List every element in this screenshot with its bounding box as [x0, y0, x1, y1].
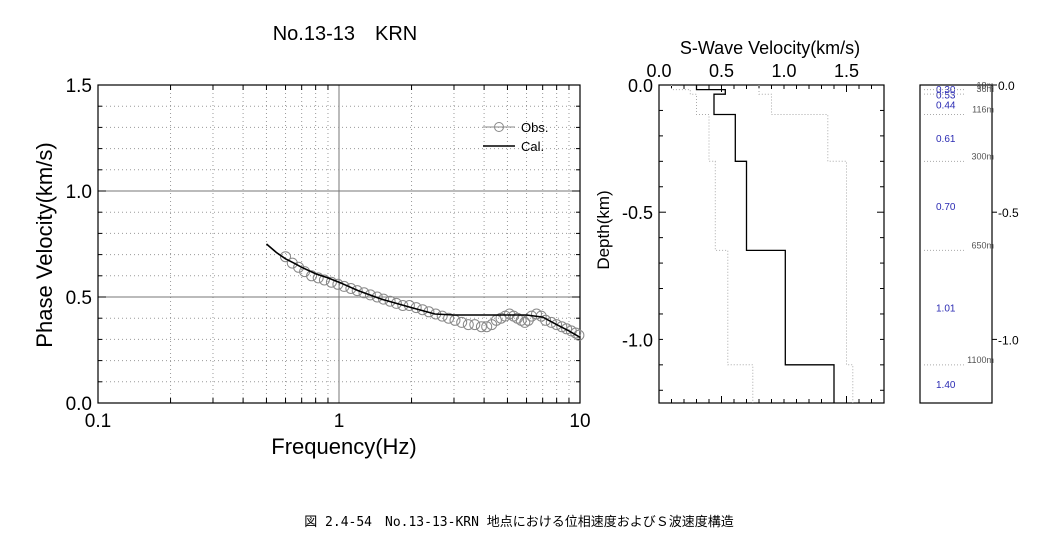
layer-velocity-label: 0.53: [936, 91, 956, 102]
obs-point: [443, 312, 455, 324]
layer-structure-column: 0.0 -0.5 -1.0 0.30 18m 0.53 36m 0.44 116m 0.61 30…: [919, 79, 1019, 404]
left-x-tick-label: 10: [569, 411, 590, 432]
phase-velocity-chart: No.13-13 KRN 0.1 1 10 0.0 0.5 1.0 1.5 Obs. Cal…: [32, 23, 591, 459]
layer-boundary-label: 116m: [972, 105, 994, 115]
lower-bound-line: [671, 85, 754, 403]
left-y-axis-label: Phase Velocity(km/s): [32, 142, 57, 347]
obs-point: [540, 314, 552, 326]
layer-column-tick-label: -1.0: [998, 333, 1019, 347]
left-y-tick-label: 1.0: [66, 182, 92, 203]
mid-x-tick-label: 0.5: [709, 61, 734, 81]
obs-point: [481, 321, 493, 333]
obs-point: [358, 287, 370, 299]
obs-point: [556, 321, 568, 333]
obs-point: [456, 316, 468, 328]
layer-column-tick-label: 0.0: [998, 79, 1015, 93]
left-x-axis-label: Frequency(Hz): [271, 434, 416, 459]
layer-column-tick-label: -0.5: [998, 206, 1019, 220]
obs-point: [325, 276, 337, 288]
left-x-tick-label: 0.1: [85, 411, 111, 432]
layer-velocity-label: 1.01: [936, 304, 956, 315]
obs-point: [306, 270, 318, 282]
obs-point: [378, 293, 389, 305]
upper-bound-line: [758, 85, 854, 403]
left-y-tick-label: 0.5: [66, 288, 92, 309]
legend: Obs. Cal.: [483, 120, 548, 154]
obs-point: [531, 308, 542, 320]
obs-point: [436, 310, 448, 322]
obs-point: [351, 285, 363, 297]
left-x-tick-label: 1: [334, 411, 345, 432]
layer-boundary-label: 18m: [976, 81, 994, 91]
obs-point: [286, 257, 298, 269]
obs-point: [462, 319, 474, 331]
left-plot-frame: [97, 84, 581, 404]
legend-obs-label: Obs.: [521, 120, 548, 135]
layer-boundary-label: 650m: [971, 240, 994, 250]
left-chart-title: No.13-13 KRN: [273, 23, 418, 45]
mid-x-tick-label: 1.5: [834, 61, 859, 81]
layer-column-ticks: 0.0 -0.5 -1.0: [992, 79, 1019, 347]
left-gridlines: [98, 85, 580, 403]
layer-velocity-label: 0.70: [936, 202, 956, 213]
left-series: [265, 243, 585, 341]
s-wave-velocity-chart: S-Wave Velocity(km/s) 0.0 0.5 1.0 1.5 0.0 -0.…: [594, 38, 885, 404]
obs-point: [475, 321, 487, 333]
obs-point: [390, 297, 402, 309]
obs-point: [519, 316, 531, 328]
obs-point: [384, 295, 396, 307]
mid-plot-frame: [658, 84, 885, 404]
cal-line: [265, 243, 581, 338]
obs-point: [312, 272, 324, 284]
mid-ticks: 0.0 0.5 1.0 1.5 0.0 -0.5 -1.0: [622, 61, 884, 403]
obs-point: [318, 274, 330, 286]
obs-point: [551, 319, 563, 331]
layer-velocity-label: 0.30: [936, 85, 956, 96]
layer-boundary-label: 1100m: [967, 355, 994, 365]
mid-x-axis-label: S-Wave Velocity(km/s): [680, 38, 860, 58]
legend-obs-marker: [494, 122, 504, 132]
obs-point: [469, 319, 481, 331]
mid-y-tick-label: 0.0: [628, 76, 653, 96]
left-y-tick-label: 0.0: [66, 394, 92, 415]
mid-x-tick-label: 0.0: [646, 61, 671, 81]
layer-boundary-label: 36m: [976, 84, 994, 94]
mid-series: [671, 85, 854, 403]
obs-point: [280, 251, 291, 263]
mid-x-tick-label: 1.0: [771, 61, 796, 81]
layer-column-frame: [919, 84, 993, 404]
mid-y-axis-label: Depth(km): [594, 190, 613, 269]
obs-point: [561, 323, 573, 335]
obs-point: [449, 314, 461, 326]
mid-y-tick-label: -0.5: [622, 203, 653, 223]
legend-cal-label: Cal.: [521, 139, 544, 154]
obs-point: [345, 283, 357, 294]
left-ticks: 0.1 1 10 0.0 0.5 1.0 1.5: [66, 76, 591, 432]
obs-point: [371, 291, 383, 303]
obs-point: [545, 316, 557, 328]
obs-point: [397, 300, 409, 311]
layer-labels: 0.30 18m 0.53 36m 0.44 116m 0.61 300m 0.70 650m 1.…: [924, 81, 994, 391]
layer-velocity-label: 0.61: [936, 134, 956, 145]
obs-point: [573, 329, 585, 341]
layer-velocity-label: 0.44: [936, 100, 956, 111]
velocity-profile-line: [695, 85, 835, 403]
left-y-tick-label: 1.5: [66, 76, 92, 97]
mid-y-tick-label: -1.0: [622, 330, 653, 350]
obs-point: [570, 327, 582, 339]
layer-boundary-label: 300m: [971, 151, 994, 161]
layer-velocity-label: 1.40: [936, 380, 956, 391]
obs-point: [364, 289, 376, 301]
figure-caption: 図 2.4-54 No.13-13-KRN 地点における位相速度およびＳ波速度構…: [304, 514, 734, 530]
